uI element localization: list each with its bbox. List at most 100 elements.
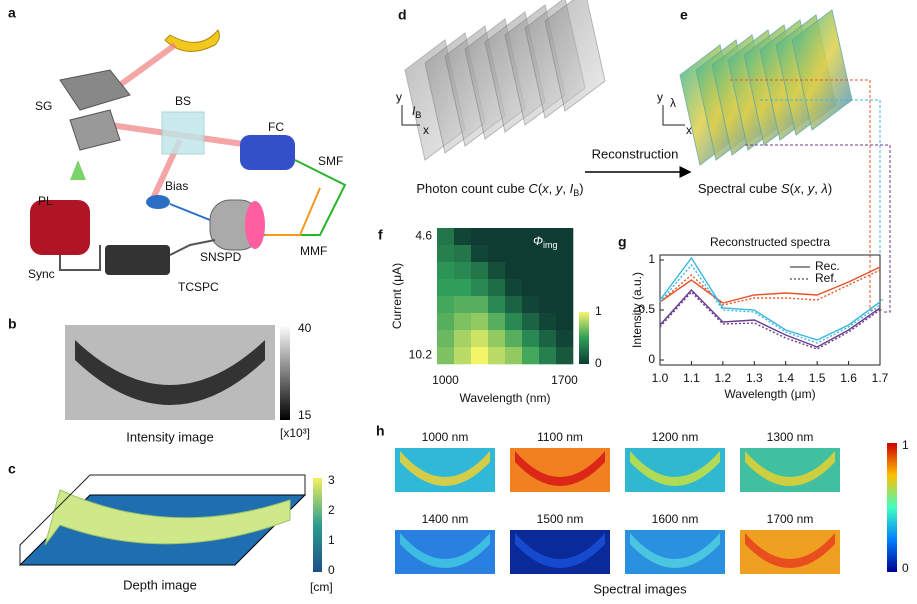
x-tick-label: 1.6: [840, 371, 857, 385]
series-line: [659, 266, 881, 304]
cable: [169, 239, 216, 256]
text-run: Photon count cube: [416, 181, 528, 196]
text-run: ): [828, 181, 832, 196]
panel-label: h: [376, 423, 385, 439]
x-tick-label: 1700: [551, 373, 578, 387]
heat-cell: [505, 245, 523, 263]
heat-cell: [505, 313, 523, 331]
x-tick-label: 1.7: [872, 371, 889, 385]
heat-cell: [471, 347, 489, 365]
heat-cell: [522, 228, 540, 246]
heat-cell: [488, 313, 506, 331]
heat-cell: [488, 347, 506, 365]
setup-label: Sync: [28, 267, 55, 281]
y-tick-label: 0.5: [638, 302, 655, 316]
y-tick-label: 10.2: [409, 348, 433, 362]
bias-wire: [169, 203, 211, 221]
text-run: I: [412, 104, 416, 118]
heat-cell: [556, 330, 574, 348]
colorbar-tick: 1: [328, 533, 335, 547]
photon-cube: [404, 0, 606, 161]
scanner: [69, 109, 121, 151]
x-tick-label: 1.5: [809, 371, 826, 385]
heat-cell: [522, 347, 540, 365]
series-line: [659, 290, 881, 350]
setup-label: SMF: [318, 154, 343, 168]
axis-label: y: [396, 90, 402, 104]
heat-cell: [556, 279, 574, 297]
colorbar-unit: [x10³]: [280, 426, 310, 440]
snspd-window: [245, 201, 265, 249]
image-label: 1100 nm: [537, 430, 583, 444]
image-label: 1400 nm: [422, 512, 469, 526]
text-run: y: [807, 181, 816, 196]
heat-cell: [437, 313, 455, 331]
x-axis-label: Wavelength (nm): [460, 391, 551, 405]
heat-cell: [539, 262, 557, 280]
text-run: S: [781, 181, 790, 196]
text-run: ,: [562, 181, 569, 196]
cube-axes: [401, 105, 420, 126]
text-run: ): [579, 181, 583, 196]
text-run: I: [570, 181, 574, 196]
legend-label: Ref.: [815, 271, 837, 285]
heat-cell: [522, 262, 540, 280]
connector: [760, 99, 884, 301]
banana-shape: [630, 533, 720, 568]
beam-splitter: [161, 111, 205, 155]
colorbar: [887, 443, 897, 572]
y-axis-label: Current (μA): [390, 263, 404, 329]
heat-cell: [471, 279, 489, 297]
heat-cell: [505, 262, 523, 280]
caption: Photon count cube C(x, y, IB): [416, 181, 583, 198]
heat-cell: [539, 245, 557, 263]
panel-label: d: [398, 7, 407, 23]
colorbar-tick: 2: [328, 503, 335, 517]
text-run: Φ: [533, 234, 543, 248]
heat-cell: [454, 262, 472, 280]
axis-label: IB: [412, 104, 421, 120]
text-run: λ: [820, 181, 827, 196]
x-tick-label: 1.4: [777, 371, 794, 385]
line-chart: Reconstructed spectra 1.0 1.1 1.2 1.3 1.4 1.5 1…: [630, 235, 888, 401]
text-run: Spectral cube: [698, 181, 781, 196]
colorbar: [579, 312, 589, 364]
heat-cell: [471, 330, 489, 348]
heat-cell: [454, 279, 472, 297]
heat-cell: [539, 313, 557, 331]
heat-cell: [539, 347, 557, 365]
setup-label: SG: [35, 99, 52, 113]
colorbar-unit: [cm]: [310, 580, 333, 594]
banana-shape: [515, 533, 605, 568]
heat-cell: [471, 262, 489, 280]
banana-shape: [745, 533, 835, 568]
colorbar-tick: 0: [902, 561, 909, 575]
text-run: x: [793, 181, 801, 196]
tcspc: [105, 245, 170, 275]
text-run: ,: [549, 181, 556, 196]
heat-cell: [437, 330, 455, 348]
heat-cell: [505, 330, 523, 348]
banana-shape: [515, 451, 605, 486]
legend-label: Rec.: [815, 259, 840, 273]
heat-cell: [454, 228, 472, 246]
heat-cell: [471, 228, 489, 246]
x-tick-label: 1.0: [652, 371, 669, 385]
x-tick-label: 1.1: [683, 371, 700, 385]
arrow-label: Reconstruction: [592, 146, 679, 161]
heat-cell: [556, 262, 574, 280]
colorbar: [313, 478, 322, 572]
colorbar-tick: 0: [595, 356, 602, 370]
text-run: (: [790, 181, 795, 196]
heat-cell: [454, 245, 472, 263]
plot-frame: [659, 254, 881, 366]
series-line: [659, 263, 881, 344]
x-tick-label: 1000: [432, 373, 459, 387]
heat-cell: [539, 279, 557, 297]
heat-cell: [539, 296, 557, 314]
depth-box: [19, 474, 306, 565]
setup-label: SNSPD: [200, 250, 242, 264]
heat-cell: [454, 296, 472, 314]
spectral-images: 1000 nm 1100 nm 1200 nm 1300 nm 1400 nm 1500 …: [395, 430, 840, 574]
